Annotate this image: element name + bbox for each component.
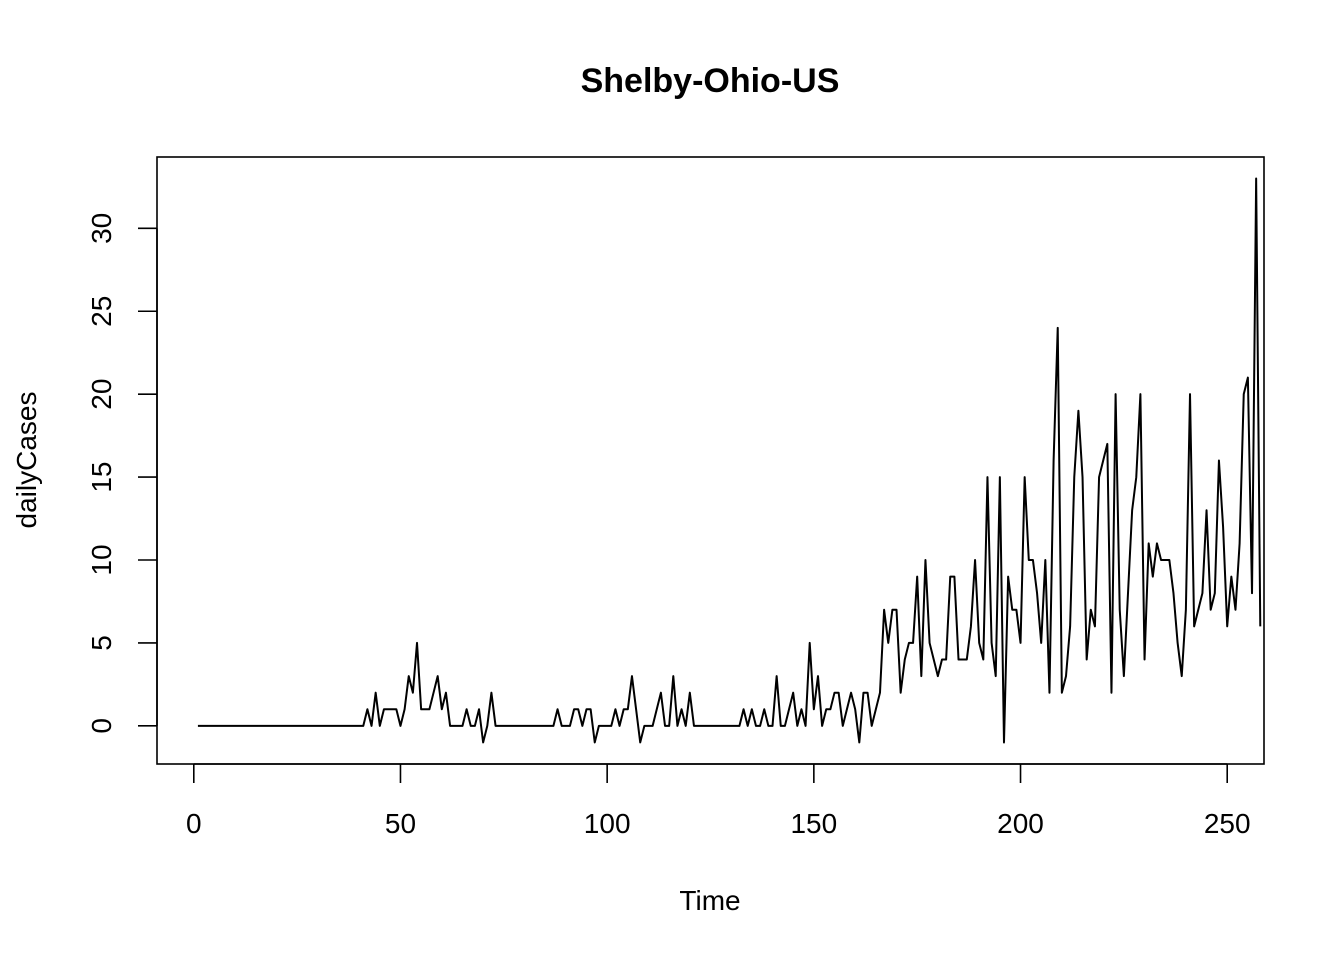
y-tick-label: 25 [86, 296, 117, 327]
x-tick-label: 150 [790, 808, 837, 839]
x-tick-label: 200 [997, 808, 1044, 839]
y-tick-label: 10 [86, 544, 117, 575]
x-tick-label: 50 [385, 808, 416, 839]
series-line-dailycases [198, 179, 1260, 743]
y-tick-label: 5 [86, 635, 117, 651]
x-tick-label: 100 [584, 808, 631, 839]
x-axis-label: Time [679, 885, 740, 916]
y-tick-label: 20 [86, 379, 117, 410]
y-axis: 0 5 10 15 20 25 30 [86, 213, 157, 734]
plot-frame [157, 157, 1264, 764]
x-axis: 0 50 100 150 200 250 [186, 764, 1251, 839]
x-tick-label: 0 [186, 808, 202, 839]
y-tick-label: 15 [86, 462, 117, 493]
y-axis-label: dailyCases [11, 392, 42, 529]
x-tick-label: 250 [1204, 808, 1251, 839]
y-tick-label: 0 [86, 718, 117, 734]
chart-title: Shelby-Ohio-US [581, 62, 840, 100]
y-tick-label: 30 [86, 213, 117, 244]
